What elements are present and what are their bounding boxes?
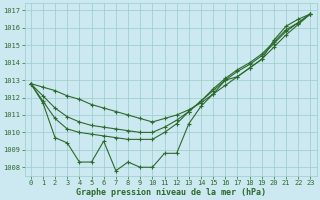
X-axis label: Graphe pression niveau de la mer (hPa): Graphe pression niveau de la mer (hPa) <box>76 188 266 197</box>
